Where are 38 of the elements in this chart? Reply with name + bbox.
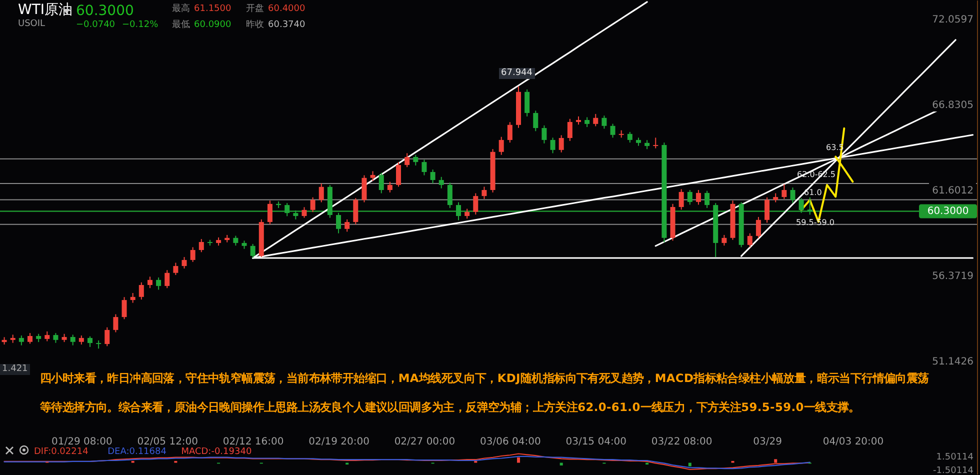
x-tick-label: 04/03 20:00 [822,436,884,448]
annotation: 1.421 [0,364,30,375]
x-tick-label: 03/29 [753,436,782,448]
annotation: 开盘 [246,4,264,14]
series-label: DEA:0.11684 [108,447,167,457]
text: USOIL [18,19,46,29]
y-tick-label: 66.8305 [932,100,974,111]
y-tick-label: 61.6012 [932,185,974,196]
x-tick-label: 02/12 16:00 [222,436,284,448]
ref-line-label: 60.3000 [927,206,969,218]
annotation: −0.12% [122,20,158,30]
annotation: 61.0 [804,188,822,197]
x-tick-label: 02/19 20:00 [308,436,370,448]
y2-tick-label: 1.50114 [936,452,974,463]
annotation: 四小时来看，昨日冲高回落，守住中轨窄幅震荡，当前布林带开始缩口，MA均线死叉向下，KDJ随机指标向下有死叉趋势，MACD指标粘合绿柱小幅放量，暗示当下行情偏向震荡 [40,371,929,385]
annotation: 60.0900 [194,20,232,30]
x-tick-label: 03/06 04:00 [480,436,541,448]
y-tick-label: 56.3719 [932,270,974,282]
annotation: 60.3000 [76,3,134,19]
y-tick-label: 72.0597 [932,14,974,26]
y-tick-label: 51.1426 [932,356,974,368]
annotation: −0.0740 [76,20,116,30]
series-label: MACD:-0.19340 [181,447,252,457]
x-tick-label: 03/22 08:00 [651,436,712,448]
x-tick-label: 02/27 00:00 [394,436,456,448]
annotation: 61.1500 [194,4,232,14]
annotation: 最低 [172,20,190,30]
annotation: 60.4000 [268,4,306,14]
y2-tick-label: -1.50114 [933,466,974,475]
x-tick-label: 02/05 12:00 [137,436,198,448]
x-tick-label: 03/15 04:00 [566,436,627,448]
annotation: 昨收 [246,20,264,30]
annotation: 60.3740 [268,20,306,30]
annotation: 最高 [172,4,190,14]
series-label: DIF:0.02214 [34,447,89,457]
x-tick-label: 01/29 08:00 [52,436,112,448]
annotation: 67.944 [499,68,534,79]
annotation: 等待选择方向。综合来看，原油今日晚间操作上思路上汤友良个人建议以回调多为主，反弹空为辅；上方关注62.0-61.0一线压力，下方关注59.5-59.0一线支撑。 [40,400,860,414]
